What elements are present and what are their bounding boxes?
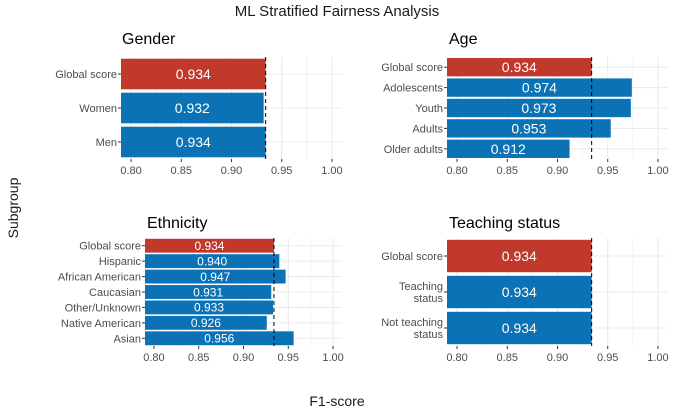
category-label: Women [79,103,117,115]
x-tick-label: 1.00 [647,165,668,177]
x-tick-label: 0.90 [547,165,568,177]
x-tick-label: 0.85 [188,352,209,364]
x-tick-label: 0.80 [143,352,164,364]
data-label: 0.934 [194,239,224,253]
chart-title: ML Stratified Fairness Analysis [234,3,440,20]
data-label: 0.926 [191,316,221,330]
bar-older-adults [447,139,570,158]
data-label: 0.934 [502,284,537,300]
category-label: Adults [412,123,443,135]
data-label: 0.973 [521,100,556,116]
x-tick-label: 1.00 [647,352,668,364]
data-label: 0.953 [511,120,546,136]
bar-not-teaching-status [447,311,592,345]
panel-title: Gender [122,31,176,48]
bar-global-score [145,238,274,253]
data-label: 0.934 [502,59,537,75]
category-label: Older adults [384,144,444,156]
data-label: 0.933 [194,301,224,315]
category-label: Asian [113,333,141,345]
x-tick-label: 0.95 [278,352,299,364]
x-tick-label: 0.80 [446,352,467,364]
category-label: Caucasian [89,287,141,299]
data-label: 0.932 [175,100,210,116]
x-tick-label: 0.90 [547,352,568,364]
x-tick-label: 0.90 [221,165,242,177]
x-tick-label: 0.85 [497,165,518,177]
bar-teaching-status [447,275,592,309]
x-tick-label: 0.80 [120,165,141,177]
bar-global-score [121,58,266,90]
x-tick-label: 0.85 [171,165,192,177]
bar-native-american [145,315,267,330]
bar-global-score [447,239,592,273]
data-label: 0.934 [176,134,211,150]
panel-title: Age [449,31,478,48]
bar-hispanic [145,254,280,269]
bar-african-american [145,269,286,284]
x-tick-label: 0.85 [497,352,518,364]
bar-asian [145,331,294,346]
panel-title: Ethnicity [147,215,207,232]
panel-age: Age 0.934 Global score 0.974 Adolescents 0.97… [381,31,668,177]
bar-women [121,92,264,124]
bar-other-unknown [145,300,274,315]
category-label: Other/Unknown [65,302,141,314]
category-label: Adolescents [383,83,443,95]
data-label: 0.940 [197,254,227,268]
x-tick-label: 0.95 [597,352,618,364]
data-label: 0.934 [502,320,537,336]
bar-adolescents [447,78,632,97]
bar-global-score [447,58,592,77]
category-label: Not teaching status [381,317,443,341]
data-label: 0.934 [502,248,537,264]
x-tick-label: 0.80 [446,165,467,177]
data-label: 0.912 [491,141,526,157]
category-label: Global score [381,251,443,263]
category-label: African American [58,272,141,284]
data-label: 0.956 [204,332,234,346]
category-label: Teaching status [399,281,444,305]
x-tick-label: 0.95 [597,165,618,177]
category-label: Global score [381,62,443,74]
category-label: Youth [415,103,443,115]
panel-gender: Gender 0.934 Global score 0.932 Women 0.934 Me… [55,31,342,177]
panel-teaching-status: Teaching status 0.934 Global score 0.934 Tea… [381,215,668,364]
bar-youth [447,98,631,118]
category-label: Global score [79,241,141,253]
panel-ethnicity: Ethnicity 0.934 Global score 0.940 Hispanic 0… [58,215,344,364]
category-label: Hispanic [99,256,142,268]
category-label: Global score [55,69,117,81]
x-tick-label: 1.00 [322,352,343,364]
category-label: Men [96,137,117,149]
data-label: 0.947 [200,270,230,284]
bar-adults [447,119,611,138]
x-tick-label: 1.00 [321,165,342,177]
data-label: 0.934 [176,66,211,82]
bar-men [121,126,266,158]
data-label: 0.974 [522,80,557,96]
x-tick-label: 0.90 [233,352,254,364]
data-label: 0.931 [193,285,223,299]
bar-caucasian [145,285,272,299]
panel-title: Teaching status [449,215,560,232]
x-axis-label: F1-score [309,393,365,409]
category-label: Native American [61,318,141,330]
x-tick-label: 0.95 [271,165,292,177]
